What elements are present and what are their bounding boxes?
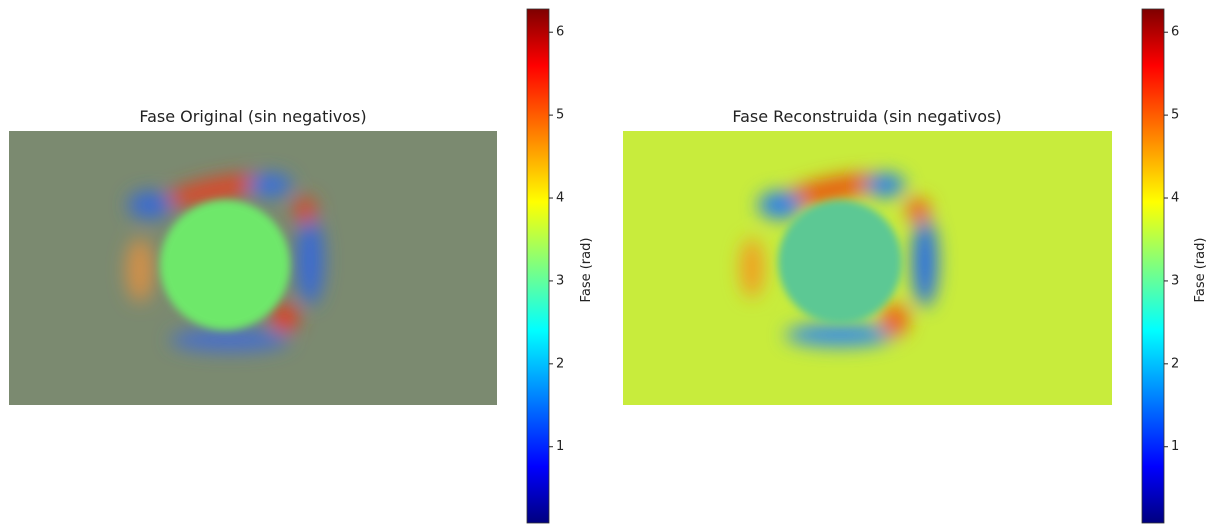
colorbar: [526, 8, 550, 524]
colorbar-label: Fase (rad): [579, 238, 594, 303]
colorbar-tick-label: 3: [556, 273, 564, 288]
colorbar-tick-label: 4: [1171, 191, 1179, 206]
colorbar-tick-label: 4: [556, 191, 564, 206]
colorbar-tick-label: 6: [1171, 25, 1179, 40]
colorbar-tick-label: 1: [1171, 439, 1179, 454]
colorbar-tick-label: 1: [556, 439, 564, 454]
phase-image: [9, 131, 497, 405]
phase-image: [623, 131, 1112, 405]
colorbar-tick-label: 5: [1171, 108, 1179, 123]
colorbar-tick-label: 3: [1171, 273, 1179, 288]
colorbar-tick-label: 5: [556, 108, 564, 123]
colorbar-tick-label: 2: [1171, 356, 1179, 371]
colorbar: [1141, 8, 1165, 524]
colorbar-tick-label: 2: [556, 356, 564, 371]
colorbar-tick-label: 6: [556, 25, 564, 40]
colorbar-label: Fase (rad): [1193, 238, 1208, 303]
chart-title: Fase Original (sin negativos): [139, 107, 366, 126]
chart-title: Fase Reconstruida (sin negativos): [732, 107, 1001, 126]
